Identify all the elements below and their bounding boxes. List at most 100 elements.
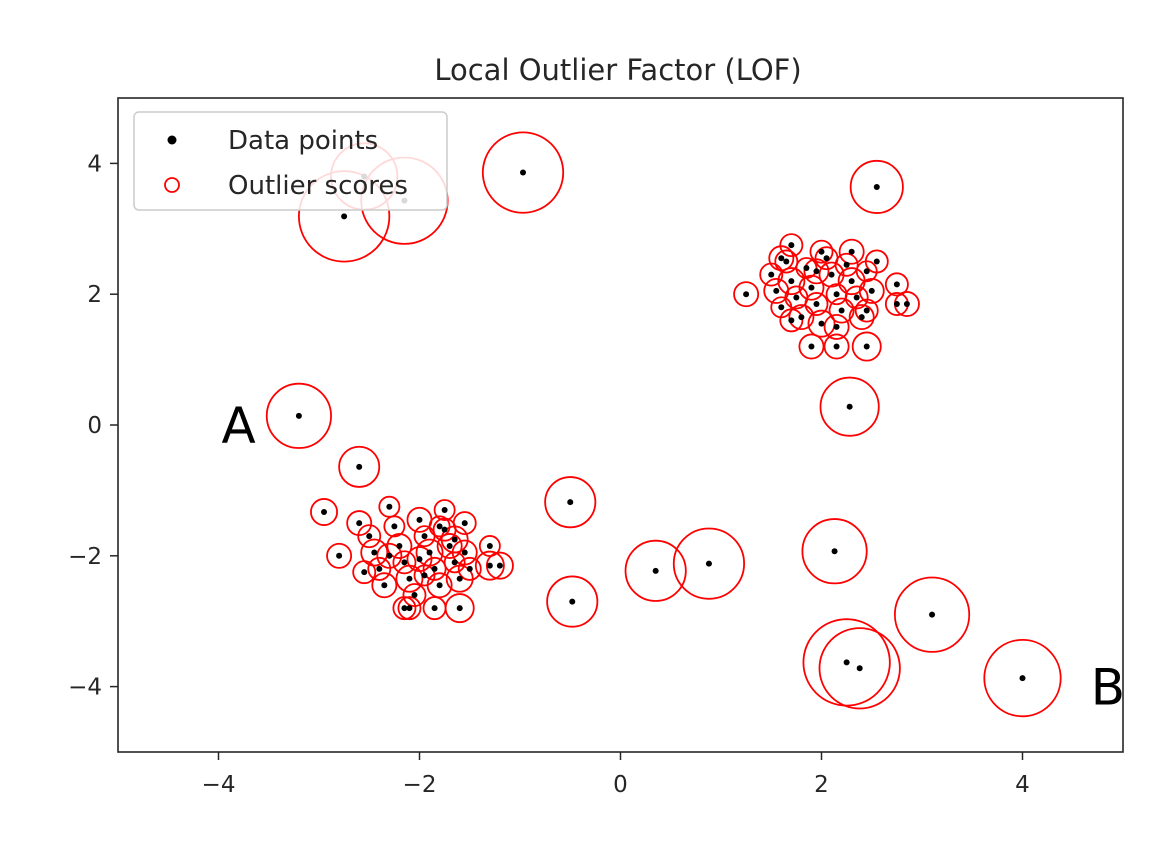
data-point	[496, 562, 503, 569]
data-point	[366, 533, 373, 540]
outlier-score-circle	[383, 515, 406, 538]
outlier-score-circle	[849, 159, 904, 214]
data-point	[828, 271, 835, 278]
y-tick-label: 4	[87, 151, 102, 177]
outlier-score-circle	[338, 445, 381, 488]
data-point	[371, 549, 378, 556]
data-point	[416, 556, 423, 563]
outlier-score-circle	[485, 551, 514, 580]
outlier-score-circle	[428, 515, 451, 538]
outlier-score-circle	[851, 331, 882, 362]
outlier-score-circle	[803, 258, 830, 285]
legend-marker-outlier-scores	[164, 177, 180, 193]
data-point	[788, 317, 795, 324]
data-point	[768, 271, 775, 278]
data-point	[705, 560, 712, 567]
outlier-score-circle	[834, 252, 859, 277]
outlier-score-circle	[326, 542, 353, 569]
x-tick-label: 4	[1015, 772, 1030, 798]
outlier-score-circle	[798, 274, 825, 301]
data-point	[831, 548, 838, 555]
outlier-score-circle	[858, 277, 885, 304]
outlier-score-circle	[672, 527, 746, 600]
data-point	[783, 258, 790, 265]
outlier-score-circle	[807, 309, 836, 338]
data-point	[416, 516, 423, 523]
data-point	[436, 523, 443, 530]
data-point	[466, 565, 473, 572]
outlier-score-circle	[440, 525, 469, 554]
data-point	[863, 343, 870, 350]
data-point	[295, 412, 302, 419]
data-point	[421, 533, 428, 540]
outlier-score-circle	[474, 550, 505, 581]
data-point	[863, 268, 870, 275]
outlier-score-circle	[798, 333, 825, 360]
outlier-score-circle	[544, 476, 597, 529]
x-tick-label: 0	[613, 772, 628, 798]
y-tick-label: 2	[87, 282, 102, 308]
outlier-score-circle	[433, 499, 456, 521]
outlier-score-circle	[376, 542, 403, 569]
data-point	[461, 549, 468, 556]
data-point	[431, 565, 438, 572]
outlier-score-circle	[848, 304, 875, 331]
data-point	[446, 542, 453, 549]
data-point	[778, 304, 785, 311]
data-point	[873, 183, 880, 190]
data-point	[823, 255, 830, 262]
data-point	[356, 520, 363, 527]
data-point	[321, 508, 328, 515]
data-point	[843, 659, 850, 666]
outlier-score-circle	[357, 524, 382, 549]
data-point	[893, 281, 900, 288]
outlier-score-circle	[422, 556, 447, 581]
outlier-score-circle	[367, 556, 392, 581]
outlier-score-circle	[546, 575, 599, 628]
data-point	[1019, 675, 1026, 682]
outlier-score-circle	[828, 297, 855, 324]
data-point	[788, 278, 795, 285]
data-point	[652, 567, 659, 574]
data-point	[461, 520, 468, 527]
data-point	[421, 572, 428, 579]
data-point	[858, 314, 865, 321]
outlier-score-circle	[768, 245, 795, 272]
data-point	[456, 575, 463, 582]
annotation-label-b: B	[1091, 659, 1125, 717]
data-point	[441, 507, 448, 514]
outlier-score-circle	[983, 639, 1062, 718]
outlier-score-circle	[854, 298, 879, 323]
data-point	[868, 287, 875, 294]
outlier-score-circle	[346, 510, 373, 537]
data-point	[396, 542, 403, 549]
data-point	[356, 463, 363, 470]
outlier-score-circle	[823, 333, 850, 360]
outlier-score-circle	[402, 583, 427, 607]
data-point	[486, 562, 493, 569]
outlier-score-circle	[413, 564, 436, 587]
data-point	[778, 255, 785, 262]
outlier-score-circle	[779, 233, 804, 258]
y-tick-label: 0	[87, 413, 102, 439]
data-point	[520, 169, 527, 176]
data-point	[406, 605, 413, 612]
data-point	[401, 559, 408, 566]
data-point	[361, 569, 368, 576]
data-point	[436, 582, 443, 589]
x-tick-label: −2	[403, 772, 437, 798]
data-point	[341, 213, 348, 220]
data-point	[391, 523, 398, 530]
data-point	[833, 291, 840, 298]
outlier-score-circle	[413, 525, 436, 548]
outlier-score-circle	[823, 313, 850, 340]
x-tick-label: 2	[814, 772, 829, 798]
data-point	[569, 598, 576, 605]
data-point	[846, 403, 853, 410]
data-point	[838, 307, 845, 314]
outlier-score-circle	[774, 249, 799, 274]
outlier-score-circle	[436, 533, 463, 559]
data-point	[788, 242, 795, 249]
data-point	[856, 665, 863, 672]
